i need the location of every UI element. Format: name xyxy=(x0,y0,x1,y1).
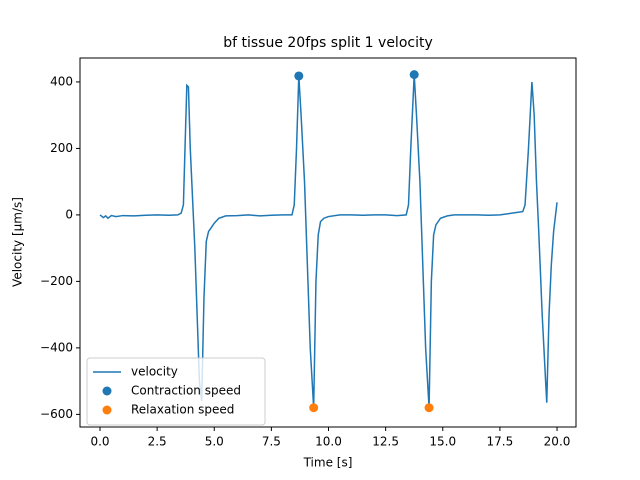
x-tick-label: 20.0 xyxy=(544,435,571,449)
legend-label: velocity xyxy=(131,365,178,379)
y-tick-label: −600 xyxy=(40,407,73,421)
legend-label: Contraction speed xyxy=(131,384,241,398)
x-tick-label: 7.5 xyxy=(262,435,281,449)
x-tick-label: 15.0 xyxy=(429,435,456,449)
velocity-line xyxy=(99,74,558,408)
axes-frame xyxy=(79,57,577,428)
y-axis-label: Velocity [µm/s] xyxy=(11,197,25,287)
y-tick-label: −400 xyxy=(40,340,73,354)
scatter-point xyxy=(409,70,419,80)
scatter-point xyxy=(424,403,434,413)
chart-title: bf tissue 20fps split 1 velocity xyxy=(223,35,433,51)
y-tick-label: 400 xyxy=(50,74,73,88)
x-tick-label: 5.0 xyxy=(205,435,224,449)
y-tick-label: 0 xyxy=(65,207,73,221)
x-tick-label: 17.5 xyxy=(487,435,514,449)
x-tick-label: 0.0 xyxy=(90,435,109,449)
x-tick-label: 2.5 xyxy=(148,435,167,449)
x-tick-label: 10.0 xyxy=(315,435,342,449)
scatter-point xyxy=(309,403,319,413)
y-tick-label: −200 xyxy=(40,274,73,288)
y-tick-label: 200 xyxy=(50,141,73,155)
legend-box xyxy=(86,357,266,426)
x-tick-label: 12.5 xyxy=(372,435,399,449)
legend-label: Relaxation speed xyxy=(131,403,234,417)
scatter-point xyxy=(294,71,304,81)
x-axis-label: Time [s] xyxy=(303,456,353,470)
legend-swatch xyxy=(102,405,112,415)
legend-swatch xyxy=(102,386,112,396)
